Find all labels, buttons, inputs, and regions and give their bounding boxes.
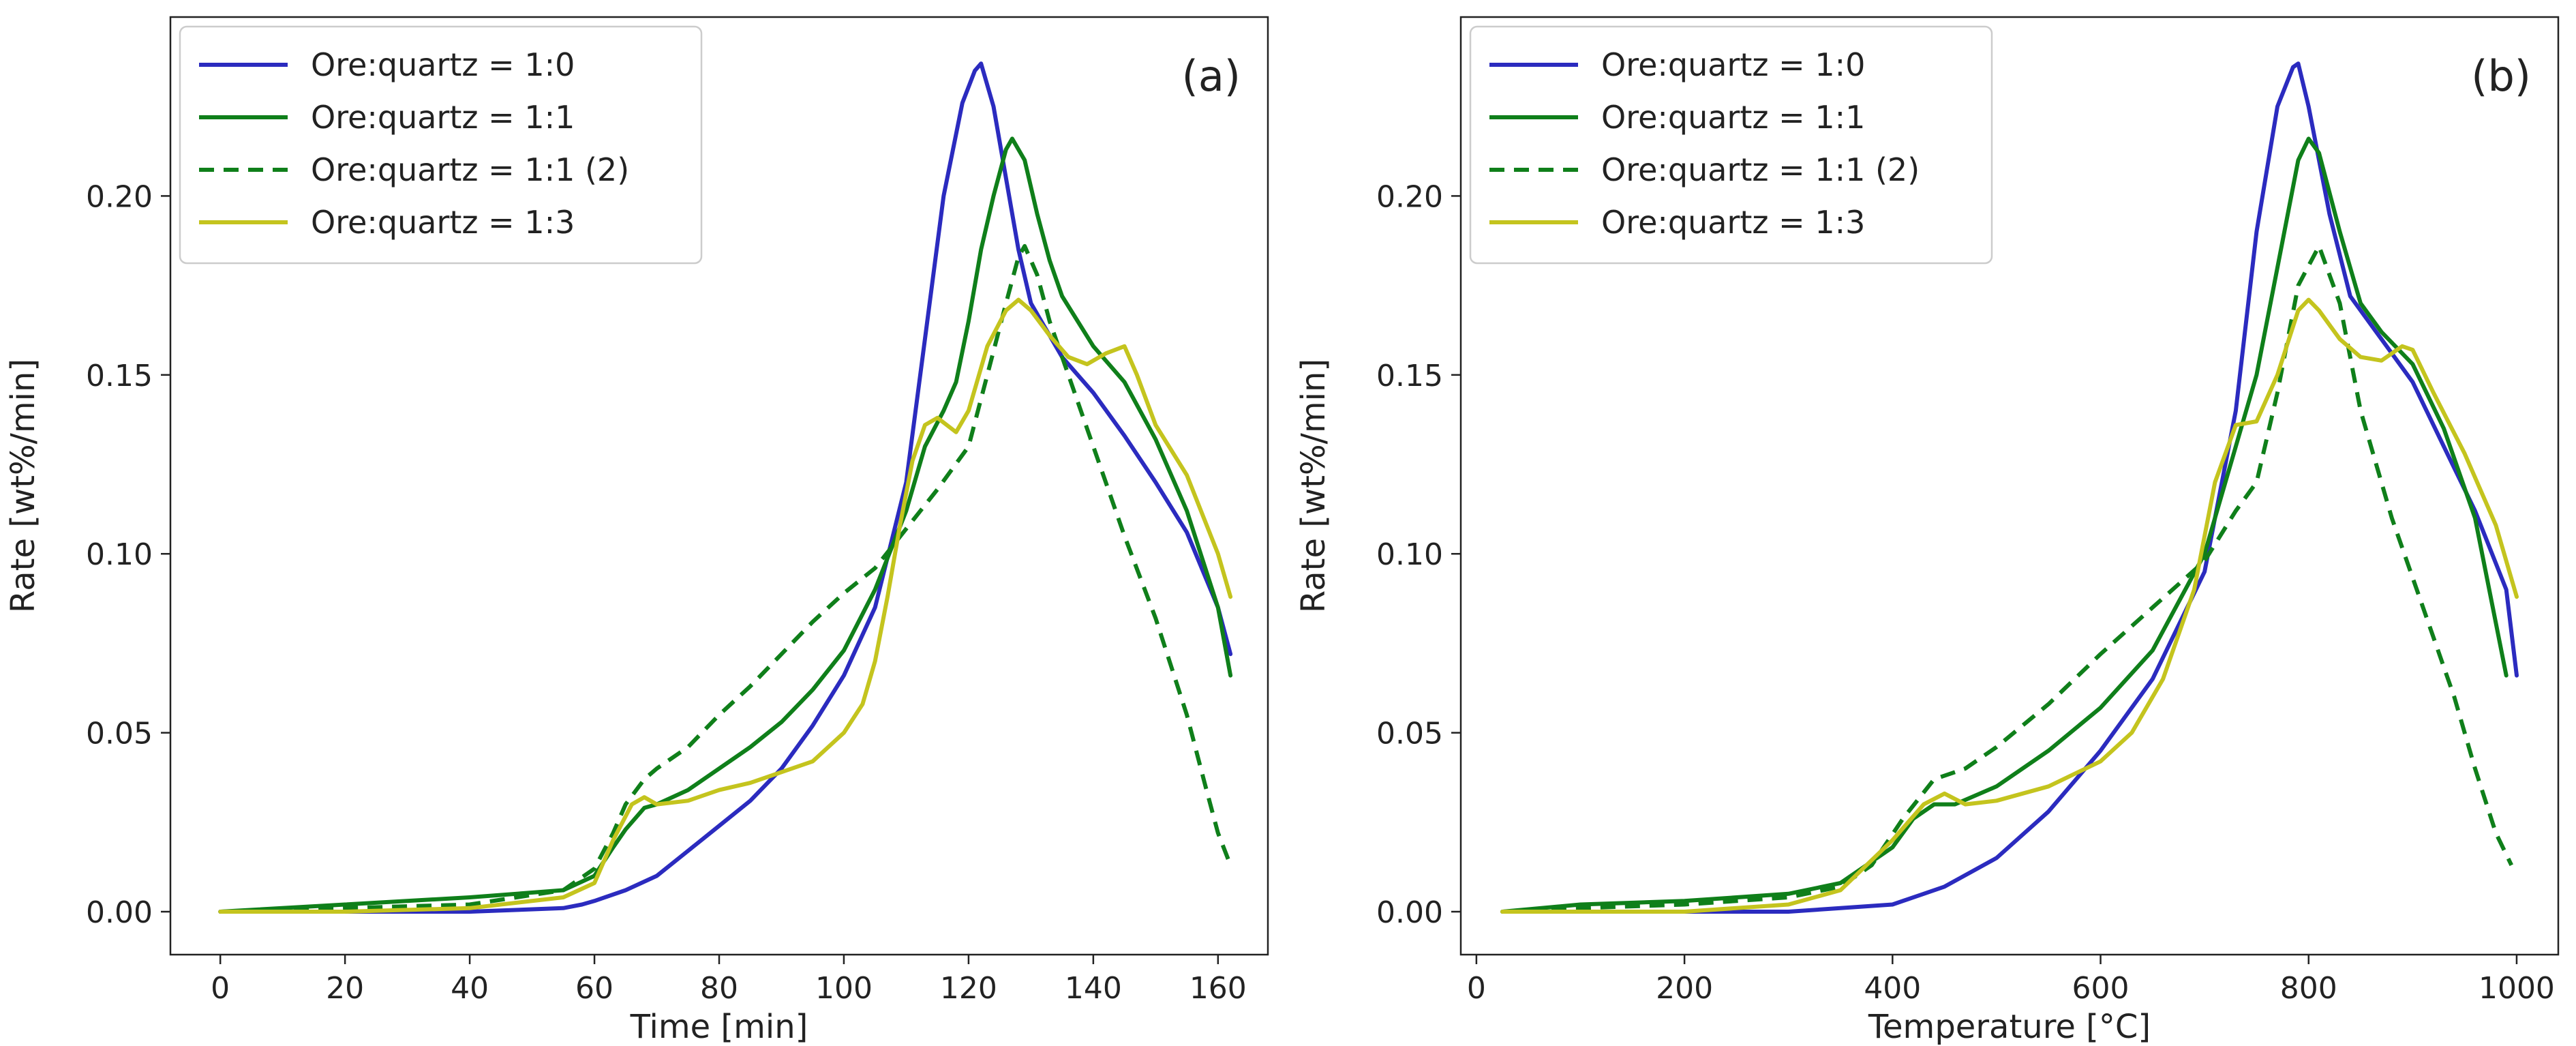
legend-label: Ore:quartz = 1:3 [1601,204,1865,241]
x-tick-label: 80 [700,971,738,1006]
x-tick-label: 160 [1189,971,1247,1006]
axes-frame [1459,16,2560,956]
legend-box [1469,25,1993,265]
y-tick-label: 0.00 [86,895,153,930]
series-line-a-3 [218,297,1233,914]
y-tick-label: 0.05 [1376,717,1443,751]
series-line-b-3 [1500,297,2519,914]
y-tick-label: 0.10 [1376,537,1443,572]
legend-a: Ore:quartz = 1:0 Ore:quartz = 1:1 Ore:quar… [179,25,703,265]
y-axis-label: Rate [wt%/min] [1294,359,1333,613]
x-tick-label: 0 [1467,971,1486,1006]
x-tick-label: 20 [326,971,364,1006]
legend-label: Ore:quartz = 1:1 (2) [1601,151,1920,188]
series-group-a [218,61,1233,914]
legend-label: Ore:quartz = 1:3 [311,204,575,241]
x-axis-label: Time [min] [630,1008,808,1046]
legend-label: Ore:quartz = 1:0 [1601,46,1865,83]
legend-label: Ore:quartz = 1:1 (2) [311,151,629,188]
legend-label: Ore:quartz = 1:1 [311,99,575,136]
x-axis-label: Temperature [°C] [1868,1008,2151,1046]
series-group-b [1500,61,2519,914]
series-line-a-2 [220,243,1232,914]
y-axis-label: Rate [wt%/min] [4,359,42,613]
x-tick-label: 60 [575,971,613,1006]
series-line-a-1 [218,136,1233,914]
y-tick-label: 0.20 [86,179,153,214]
x-tick-label: 600 [2072,971,2130,1006]
series-line-a-0 [218,61,1233,914]
legend-label: Ore:quartz = 1:0 [311,46,575,83]
x-tick-label: 1000 [2479,971,2555,1006]
legend-box [179,25,703,265]
panel-label: (a) [1182,51,1241,101]
y-tick-label: 0.00 [1376,895,1443,930]
panel-label: (b) [2471,51,2531,101]
y-tick-label: 0.15 [86,359,153,393]
x-tick-label: 120 [940,971,997,1006]
series-line-b-0 [1500,61,2519,914]
x-tick-label: 0 [211,971,230,1006]
y-tick-label: 0.10 [86,537,153,572]
y-tick-label: 0.05 [86,717,153,751]
chart-panel-b: 0 200 400 600 800 1000 0.00 0.05 0.10 0.15 0.20 Tem… [1294,16,2560,1046]
x-tick-label: 800 [2280,971,2337,1006]
x-tick-label: 40 [451,971,489,1006]
y-tick-label: 0.15 [1376,359,1443,393]
x-tick-label: 400 [1864,971,1921,1006]
y-tick-label: 0.20 [1376,179,1443,214]
x-tick-label: 140 [1065,971,1122,1006]
legend-b: Ore:quartz = 1:0 Ore:quartz = 1:1 Ore:quar… [1469,25,1993,265]
legend-label: Ore:quartz = 1:1 [1601,99,1865,136]
series-line-b-2 [1502,243,2513,914]
chart-panel-a: 0 20 40 60 80 100 120 140 160 0.00 0.05 0.10 0.15 0.2… [4,16,1269,1046]
x-tick-label: 100 [815,971,873,1006]
x-tick-label: 200 [1656,971,1713,1006]
